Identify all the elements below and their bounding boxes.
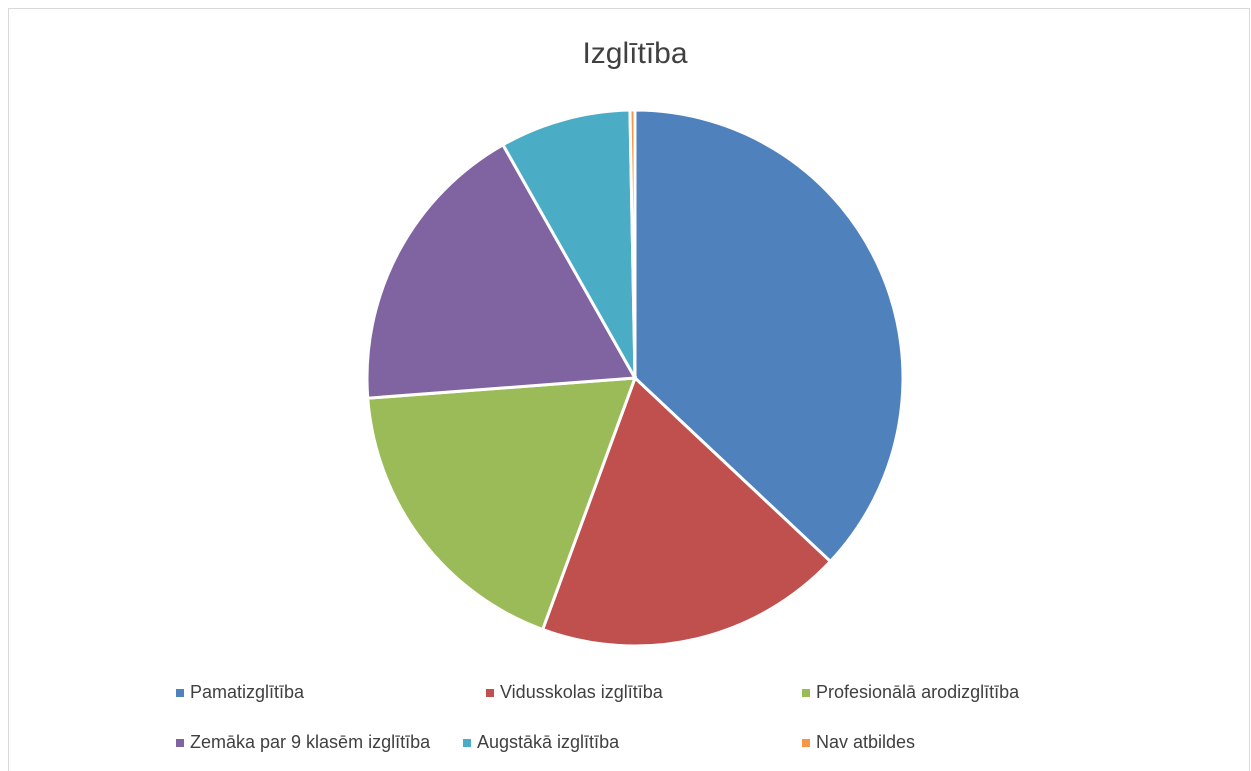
legend-label: Profesionālā arodizglītība — [816, 682, 1020, 702]
pie-slice — [633, 108, 905, 564]
legend-label: Vidusskolas izglītība — [500, 682, 664, 702]
legend-marker — [802, 739, 810, 747]
legend-marker — [176, 689, 184, 697]
pie-slice — [628, 108, 637, 379]
legend-label: Pamatizglītība — [190, 682, 305, 702]
legend-label: Augstākā izglītība — [477, 732, 620, 752]
pie-slice — [540, 375, 833, 648]
pie-slice — [500, 108, 637, 379]
legend-label: Zemāka par 9 klasēm izglītība — [190, 732, 431, 752]
legend-marker — [486, 689, 494, 697]
legend-marker — [176, 739, 184, 747]
pie-slice — [365, 142, 638, 400]
chart-title: Izglītība — [582, 37, 687, 70]
legend-marker — [463, 739, 471, 747]
pie-slice — [366, 376, 638, 632]
legend-marker — [802, 689, 810, 697]
legend-label: Nav atbildes — [816, 732, 915, 752]
